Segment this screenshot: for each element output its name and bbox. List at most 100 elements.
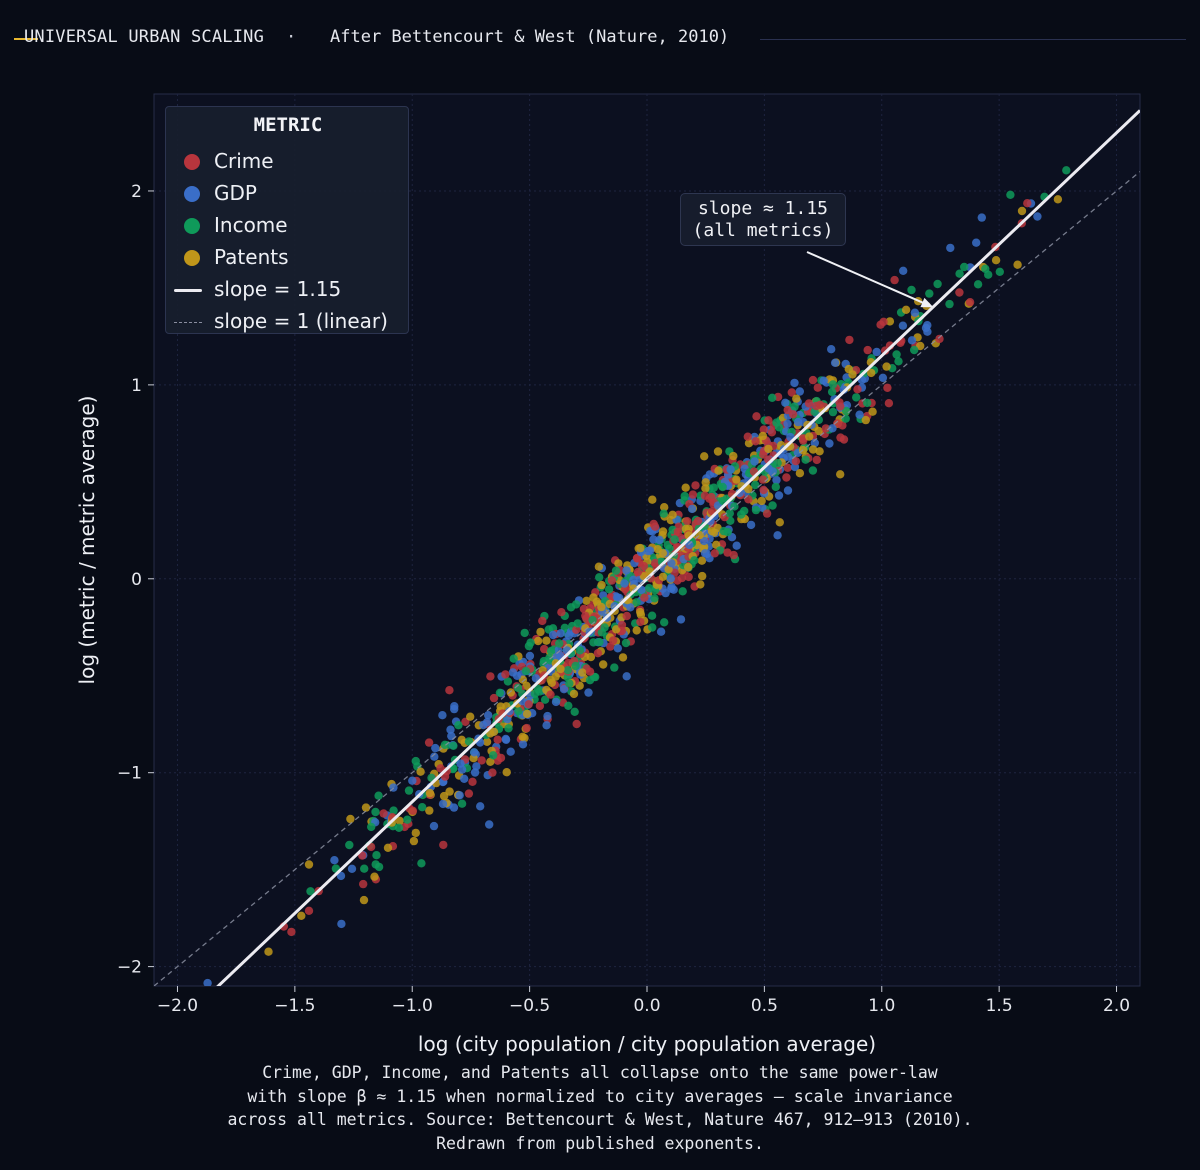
data-point-gdp — [910, 308, 920, 317]
data-point-income — [808, 466, 818, 475]
data-point-patents — [612, 625, 621, 634]
data-point-crime — [683, 517, 692, 526]
y-tick-label: 2 — [131, 182, 142, 202]
data-point-income — [827, 387, 837, 397]
data-point-crime — [890, 275, 899, 285]
data-point-income — [575, 646, 585, 655]
data-point-patents — [618, 653, 628, 662]
data-point-income — [589, 638, 598, 647]
x-tick-label: −2.0 — [157, 996, 198, 1016]
data-point-crime — [700, 491, 710, 500]
x-tick-label: 1.0 — [868, 996, 895, 1016]
data-point-patents — [482, 737, 492, 746]
data-point-income — [650, 594, 659, 603]
data-point-gdp — [828, 424, 837, 433]
data-point-income — [539, 656, 549, 666]
data-point-patents — [836, 470, 845, 479]
solid-line-icon — [174, 289, 202, 292]
data-point-crime — [710, 549, 719, 558]
data-point-income — [774, 423, 784, 432]
data-point-gdp — [622, 566, 631, 575]
data-point-gdp — [584, 688, 593, 697]
data-point-gdp — [512, 671, 522, 680]
x-axis-label: log (city population / city population a… — [418, 1032, 876, 1056]
data-point-gdp — [972, 238, 981, 247]
data-point-income — [403, 815, 412, 824]
patents-swatch-icon — [184, 250, 200, 266]
data-point-gdp — [337, 919, 346, 929]
data-point-income — [1062, 166, 1071, 175]
data-point-gdp — [548, 630, 558, 640]
data-point-patents — [506, 688, 515, 697]
data-point-patents — [668, 510, 677, 519]
data-point-income — [910, 345, 919, 355]
data-point-crime — [535, 701, 545, 711]
annotation-arrowhead — [920, 297, 934, 308]
crime-swatch-icon — [184, 154, 200, 170]
data-point-income — [659, 509, 668, 518]
data-point-gdp — [446, 725, 455, 734]
data-point-patents — [713, 447, 723, 456]
data-point-income — [418, 803, 427, 812]
data-point-crime — [812, 455, 821, 465]
data-point-crime — [751, 437, 760, 446]
data-point-gdp — [750, 457, 759, 466]
data-point-income — [371, 860, 380, 869]
data-point-crime — [436, 764, 445, 773]
header: UNIVERSAL URBAN SCALING · After Bettenco… — [0, 0, 1200, 78]
data-point-crime — [752, 412, 761, 421]
data-point-patents — [757, 496, 766, 506]
data-point-income — [585, 676, 595, 685]
data-point-gdp — [450, 704, 459, 714]
grid — [154, 94, 1140, 986]
x-tick-label: −0.5 — [509, 996, 550, 1016]
data-point-income — [801, 455, 810, 464]
data-point-patents — [901, 305, 911, 314]
data-point-gdp — [946, 243, 955, 253]
data-point-income — [565, 679, 574, 688]
x-tick-label: 1.5 — [986, 996, 1013, 1016]
data-point-crime — [607, 576, 617, 585]
data-point-patents — [395, 816, 404, 825]
data-point-crime — [524, 700, 533, 709]
data-point-patents — [867, 368, 876, 378]
data-point-patents — [848, 370, 857, 379]
y-tick-label: −1 — [117, 764, 142, 784]
data-point-crime — [572, 719, 581, 729]
data-point-patents — [632, 626, 641, 635]
data-point-crime — [783, 463, 792, 472]
data-point-crime — [759, 485, 768, 495]
data-point-gdp — [543, 711, 552, 721]
data-point-income — [411, 756, 420, 766]
data-point-gdp — [525, 651, 535, 661]
data-point-patents — [238, 987, 246, 995]
data-point-patents — [882, 362, 891, 371]
data-point-gdp — [542, 721, 551, 730]
data-point-gdp — [819, 376, 828, 385]
data-point-income — [892, 350, 901, 359]
fit-lines — [154, 109, 1140, 986]
data-point-crime — [633, 554, 642, 563]
data-point-income — [725, 509, 734, 518]
data-point-crime — [408, 806, 418, 815]
data-point-crime — [693, 516, 703, 526]
data-point-patents — [297, 911, 306, 920]
data-point-income — [1006, 190, 1015, 199]
data-point-patents — [636, 607, 645, 617]
data-point-income — [955, 269, 964, 278]
data-point-income — [632, 598, 641, 607]
data-point-crime — [955, 288, 964, 297]
data-point-income — [546, 646, 556, 656]
data-point-patents — [304, 860, 314, 869]
data-point-crime — [424, 738, 434, 747]
data-point-income — [852, 393, 861, 402]
data-point-crime — [787, 388, 796, 397]
data-point-gdp — [552, 652, 561, 662]
data-point-income — [570, 707, 579, 716]
data-point-gdp — [773, 531, 782, 540]
data-point-income — [647, 611, 657, 620]
data-point-gdp — [830, 358, 840, 367]
data-point-patents — [1013, 260, 1022, 269]
data-point-income — [773, 458, 782, 468]
data-point-gdp — [430, 752, 439, 761]
